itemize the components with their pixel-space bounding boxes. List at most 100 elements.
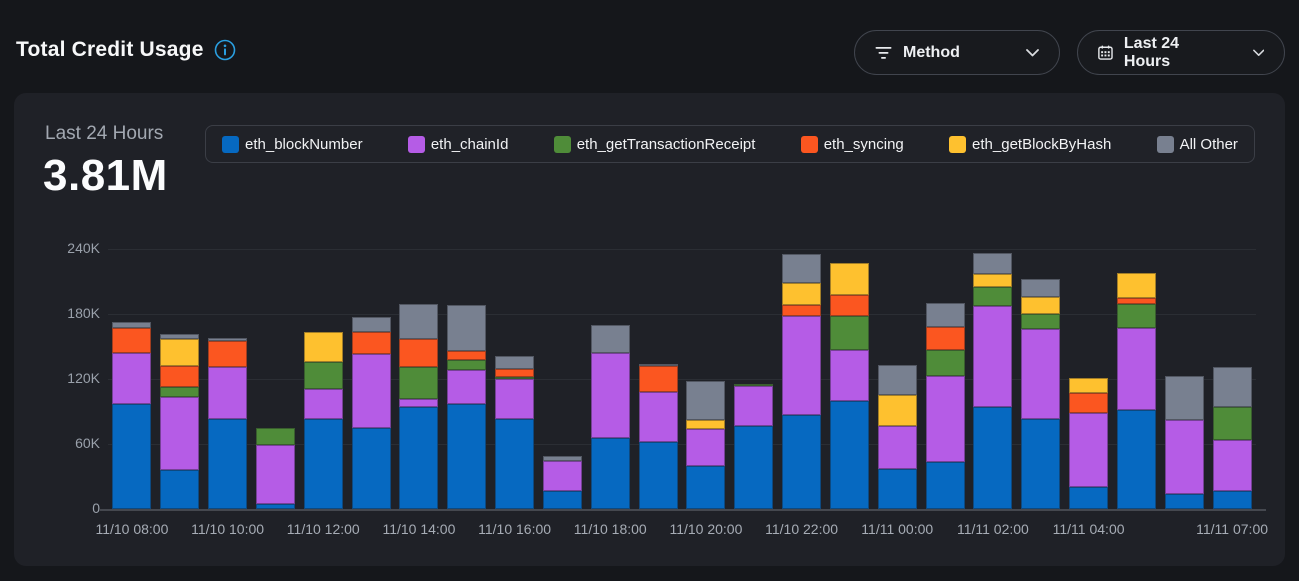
bar-11-11-07-00[interactable] [1212,367,1252,509]
bar-11-10-21-00[interactable] [734,384,774,509]
legend-item-eth-blocknumber[interactable]: eth_blockNumber [222,135,363,153]
legend-item-all-other[interactable]: All Other [1156,135,1238,153]
bar-segment [734,385,774,426]
bar-11-11-00-00[interactable] [877,364,917,509]
bar-segment [160,397,200,470]
bar-segment [590,437,630,509]
bar-segment [303,388,343,420]
chevron-down-icon [1252,49,1264,56]
bar-11-10-15-00[interactable] [447,305,487,509]
x-axis-tick: 11/10 08:00 [95,521,169,537]
bar-segment [351,427,391,509]
bar-11-10-20-00[interactable] [686,381,726,509]
bar-11-11-05-00[interactable] [1116,272,1156,509]
bar-segment [160,386,200,398]
bar-11-10-17-00[interactable] [542,455,582,509]
bar-segment [351,317,391,333]
bar-segment [447,350,487,360]
bar-segment [782,414,822,509]
bar-segment [829,349,869,401]
bar-segment [542,490,582,509]
bar-segment [782,282,822,306]
bar-segment [495,419,535,509]
bar-segment [1116,272,1156,298]
bar-segment [160,470,200,509]
legend-item-eth-chainid[interactable]: eth_chainId [407,135,508,153]
legend-label: eth_syncing [823,135,904,153]
bar-segment [925,303,965,328]
bar-11-11-03-00[interactable] [1021,279,1061,509]
bar-segment [782,254,822,283]
bar-segment [1212,407,1252,440]
bar-segment [495,356,535,370]
bar-segment [208,419,248,509]
bar-segment [160,333,200,339]
bar-segment [303,332,343,362]
bar-segment [686,381,726,421]
time-range-dropdown[interactable]: Last 24 Hours [1077,30,1285,75]
bar-segment [1164,420,1204,494]
bar-11-10-08-00[interactable] [112,321,152,509]
bar-11-10-16-00[interactable] [495,356,535,509]
bar-11-10-18-00[interactable] [590,324,630,509]
gridline [108,314,1256,315]
bar-segment [495,376,535,380]
bar-segment [1069,487,1109,509]
bar-segment [208,367,248,420]
bar-segment [877,425,917,469]
bar-11-10-14-00[interactable] [399,304,439,509]
bar-segment [1164,375,1204,421]
bar-11-10-13-00[interactable] [351,317,391,509]
bar-segment [399,367,439,399]
x-axis-tick: 11/10 14:00 [382,521,456,537]
bar-11-10-12-00[interactable] [303,332,343,509]
bar-segment [1116,328,1156,411]
bar-segment [973,407,1013,509]
bar-11-10-23-00[interactable] [829,263,869,509]
bar-segment [399,398,439,408]
bar-11-10-09-00[interactable] [160,333,200,509]
chart-legend: eth_blockNumber eth_chainId eth_getTransac… [205,125,1255,163]
bar-segment [1212,367,1252,408]
bar-segment [925,375,965,463]
gridline [108,444,1256,445]
y-axis-tick: 240K [67,240,100,256]
bar-11-10-10-00[interactable] [208,337,248,509]
calendar-icon [1098,45,1113,60]
bar-segment [973,306,1013,408]
bar-segment [686,465,726,509]
legend-label: eth_blockNumber [245,135,363,153]
legend-item-eth-syncing[interactable]: eth_syncing [800,135,904,153]
x-axis-line [100,509,1266,511]
bar-11-10-22-00[interactable] [782,254,822,509]
bar-segment [973,253,1013,274]
bar-11-10-19-00[interactable] [638,363,678,509]
bar-segment [877,364,917,396]
bar-segment [399,407,439,509]
legend-item-eth-gettransactionreceipt[interactable]: eth_getTransactionReceipt [553,135,755,153]
bar-11-11-01-00[interactable] [925,303,965,509]
bar-segment [303,419,343,509]
legend-swatch [800,135,818,153]
bar-11-11-06-00[interactable] [1164,375,1204,509]
bar-11-11-04-00[interactable] [1069,377,1109,509]
bar-segment [877,468,917,509]
bar-11-11-02-00[interactable] [973,253,1013,509]
bar-segment [782,305,822,317]
bar-segment [112,328,152,354]
y-axis-tick: 60K [75,435,100,451]
legend-item-eth-getblockbyhash[interactable]: eth_getBlockByHash [949,135,1111,153]
y-axis-tick: 180K [67,305,100,321]
bar-segment [925,327,965,350]
x-axis-tick: 11/10 16:00 [478,521,552,537]
info-icon[interactable] [214,39,236,61]
method-dropdown[interactable]: Method [854,30,1060,75]
time-range-dropdown-label: Last 24 Hours [1123,34,1180,70]
page-title: Total Credit Usage [16,38,204,61]
bar-segment [495,379,535,420]
chevron-down-icon [1026,48,1039,56]
bar-segment [542,455,582,462]
bar-segment [734,425,774,509]
bar-11-10-11-00[interactable] [255,427,295,509]
gridline [108,379,1256,380]
